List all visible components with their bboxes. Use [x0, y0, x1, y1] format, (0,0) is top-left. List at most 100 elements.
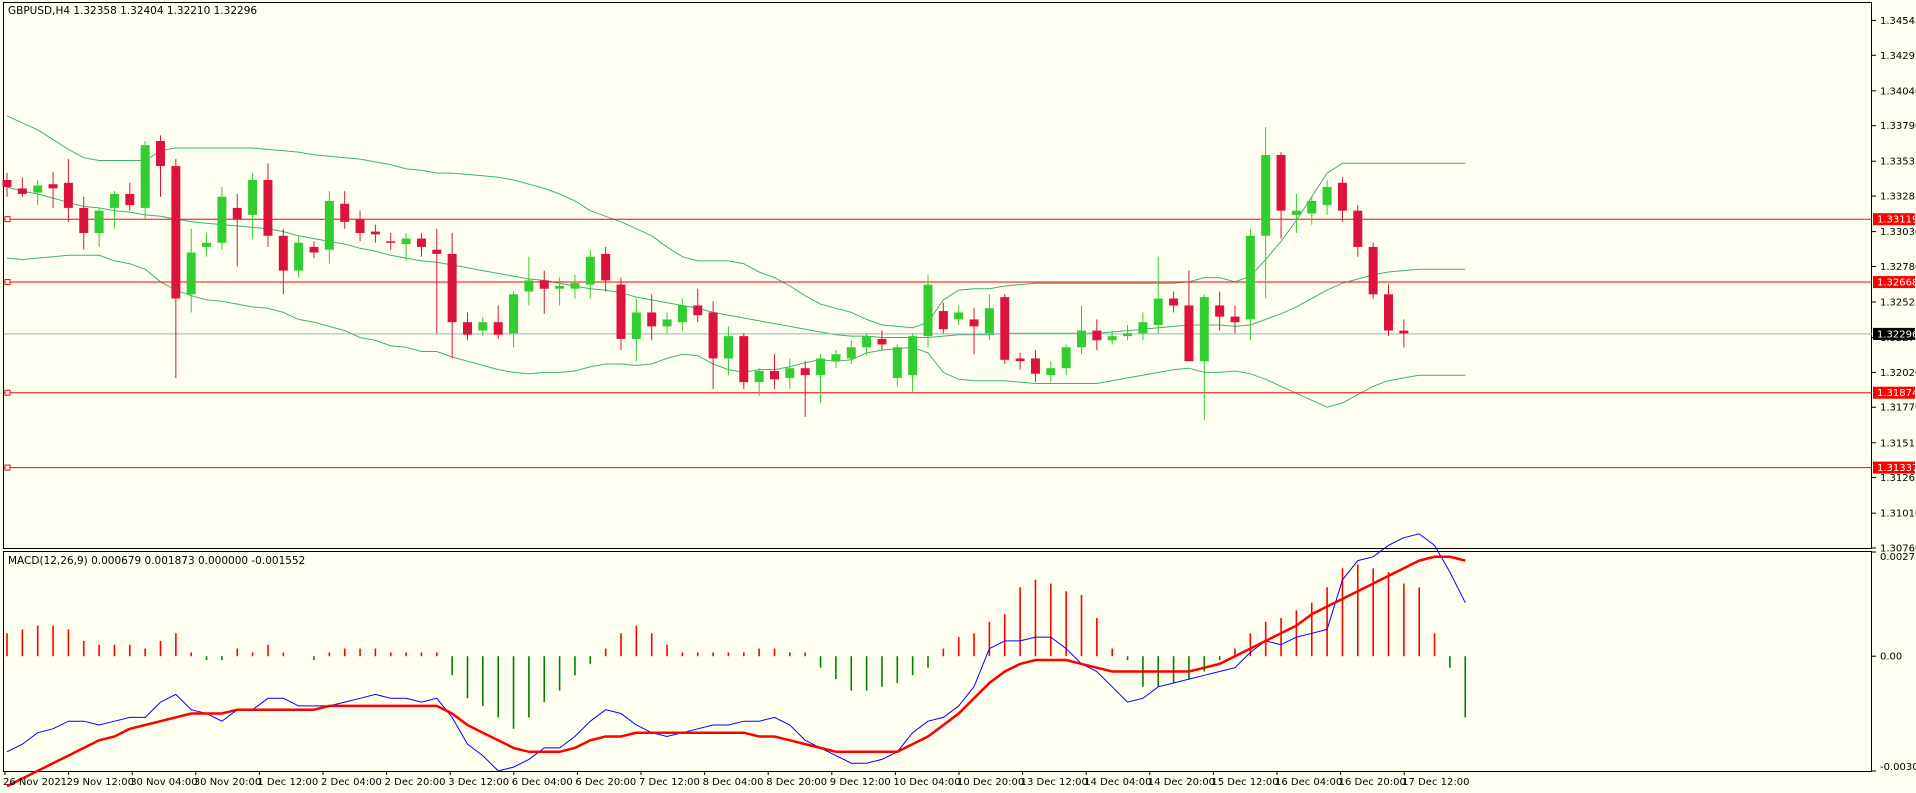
time-tick-label: 8 Dec 20:00 — [766, 777, 827, 788]
macd-pane[interactable]: MACD(12,26,9) 0.000679 0.001873 0.000000… — [3, 533, 1872, 788]
candle-body — [862, 336, 872, 348]
macd-header: MACD(12,26,9) 0.000679 0.001873 0.000000… — [8, 555, 305, 567]
price-tick-label: 1.33030 — [1880, 227, 1916, 238]
candle-body — [48, 184, 58, 189]
macd-pane-frame — [3, 551, 1872, 772]
bollinger-upper-line — [6, 115, 1466, 329]
price-tick-label: 1.31265 — [1880, 473, 1916, 484]
time-tick-label: 7 Dec 12:00 — [639, 777, 700, 788]
price-tick-label: 1.32525 — [1880, 297, 1916, 308]
time-tick-label: 3 Dec 12:00 — [448, 777, 509, 788]
level-price-tag-label: 1.32668 — [1877, 278, 1916, 289]
price-tick-label: 1.30760 — [1880, 544, 1916, 555]
time-axis[interactable]: 26 Nov 2021 29 Nov 12:0030 Nov 04:0030 No… — [3, 771, 1469, 788]
candle-body — [416, 238, 426, 247]
time-tick-label: 26 Nov 2021 — [3, 777, 67, 788]
candle-body — [355, 219, 365, 233]
macd-axis[interactable]: 0.002726 0.00 -0.003003 — [1872, 551, 1916, 773]
candle-body — [1000, 297, 1010, 360]
level-price-tag — [1873, 461, 1915, 474]
candle-body — [954, 312, 964, 320]
candle-body — [171, 166, 181, 299]
candle-body — [1138, 322, 1148, 334]
candle-body — [340, 203, 350, 222]
candle-body — [1061, 347, 1071, 369]
current-price-tag — [1873, 327, 1915, 340]
bollinger-lower-line — [6, 254, 1466, 408]
time-tick-label: 2 Dec 20:00 — [385, 777, 446, 788]
price-tick-label: 1.33285 — [1880, 192, 1916, 203]
time-tick-label: 2 Dec 04:00 — [321, 777, 382, 788]
candle-body — [447, 253, 457, 323]
candle-body — [79, 207, 89, 233]
signal-line — [6, 555, 1466, 788]
candle-body — [1307, 200, 1317, 214]
candle-body — [969, 319, 979, 327]
candle-body — [1215, 305, 1225, 317]
level-price-tag-label: 1.31874 — [1877, 388, 1916, 399]
level-price-tag — [1873, 386, 1915, 399]
candle-body — [831, 354, 841, 362]
candle-body — [432, 249, 442, 254]
main-pane-frame — [3, 2, 1872, 549]
candle-body — [1092, 330, 1102, 341]
candle-body — [478, 322, 488, 331]
candle-body — [923, 284, 933, 337]
candle-body — [647, 312, 657, 327]
candle-body — [1077, 330, 1086, 348]
horizontal-lines[interactable] — [4, 216, 1872, 471]
time-tick-label: 10 Dec 04:00 — [893, 777, 960, 788]
macd-tick-label: 0.002726 — [1880, 552, 1916, 563]
candle-body — [1261, 154, 1271, 236]
candle-body — [723, 336, 733, 359]
level-price-tag-label: 1.33119 — [1877, 215, 1916, 226]
time-tick-label: 30 Nov 04:00 — [130, 777, 197, 788]
candle-body — [524, 280, 534, 292]
candle-body — [2, 180, 12, 187]
candle-body — [1184, 305, 1194, 362]
time-tick-label: 17 Dec 12:00 — [1402, 777, 1469, 788]
candle-body — [63, 182, 73, 208]
candle-body — [1153, 298, 1163, 325]
candle-body — [156, 140, 165, 167]
candle-body — [1169, 298, 1179, 306]
candle-body — [754, 370, 764, 383]
price-axis[interactable]: 1.34545 1.34295 1.34040 1.33790 1.33535 1.332… — [1872, 16, 1916, 555]
time-tick-label: 10 Dec 20:00 — [957, 777, 1024, 788]
candle-body — [1353, 210, 1363, 247]
price-tick-label: 1.31010 — [1880, 509, 1916, 520]
bollinger-bands — [6, 115, 1466, 408]
price-tick-label: 1.32020 — [1880, 368, 1916, 379]
candle-body — [94, 210, 104, 233]
candle-body — [386, 241, 396, 243]
candlesticks — [2, 127, 1409, 420]
symbol-header: GBPUSD,H4 1.32358 1.32404 1.32210 1.3229… — [8, 5, 257, 17]
candle-body — [33, 185, 43, 193]
time-tick-label: 29 Nov 12:00 — [67, 777, 134, 788]
candle-body — [1245, 235, 1255, 320]
candle-body — [877, 338, 887, 345]
candle-body — [892, 347, 902, 378]
time-tick-label: 16 Dec 20:00 — [1339, 777, 1406, 788]
candle-body — [938, 311, 948, 330]
candle-body — [109, 193, 119, 208]
candle-body — [248, 180, 258, 215]
candle-body — [1399, 330, 1409, 334]
candle-body — [217, 196, 227, 243]
price-tick-label: 1.32780 — [1880, 262, 1916, 273]
candle-body — [324, 200, 334, 250]
candle-body — [232, 207, 242, 220]
level-price-tag — [1873, 213, 1915, 226]
macd-line — [6, 533, 1466, 772]
macd-tick-label: -0.003003 — [1880, 762, 1916, 773]
price-tick-label: 1.34295 — [1880, 51, 1916, 62]
candle-body — [1384, 294, 1393, 331]
time-tick-label: 14 Dec 04:00 — [1084, 777, 1151, 788]
candle-body — [984, 308, 994, 334]
candle-body — [555, 285, 565, 289]
main-pane[interactable]: GBPUSD,H4 1.32358 1.32404 1.32210 1.3229… — [2, 2, 1873, 549]
candle-body — [140, 145, 150, 208]
level-price-tag — [1873, 276, 1915, 289]
candle-body — [202, 242, 212, 247]
